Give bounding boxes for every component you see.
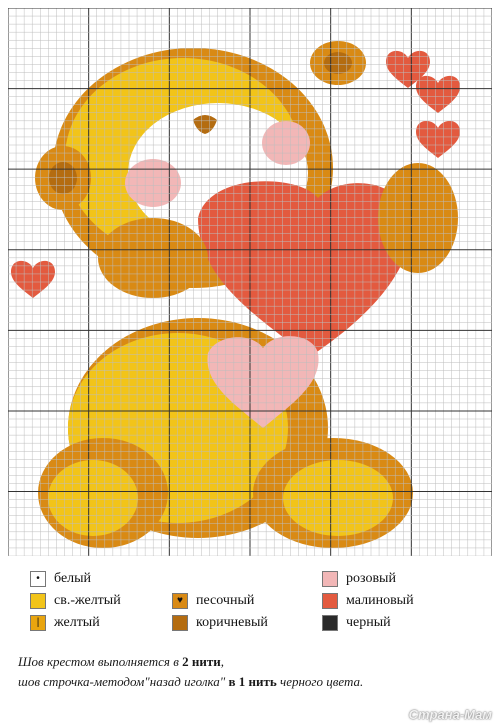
instruction-line-2: шов строчка-методом"назад иголка" в 1 ни… — [18, 674, 364, 689]
right-arm — [378, 163, 458, 273]
swatch-pink-icon — [322, 571, 338, 587]
bear-nose — [193, 115, 217, 134]
legend-label: св.-желтый — [54, 593, 121, 608]
small-heart-1 — [386, 50, 430, 88]
legend-item-pink: розовый — [322, 568, 396, 590]
legend-label: малиновый — [346, 593, 414, 608]
legend-item-white: • белый — [30, 568, 91, 590]
legend-item-brown: коричневый — [172, 612, 268, 634]
watermark: Страна-Мам — [408, 707, 492, 722]
color-legend: • белый св.-желтый | желтый ♥ песочный к… — [30, 568, 470, 648]
right-foot-pad — [283, 460, 393, 536]
swatch-sand-icon: ♥ — [172, 593, 188, 609]
legend-label: розовый — [346, 571, 396, 586]
left-ear-inner — [49, 162, 77, 194]
legend-item-yellow: | желтый — [30, 612, 100, 634]
grid-lines — [8, 8, 492, 556]
legend-label: коричневый — [196, 615, 268, 630]
right-cheek — [262, 121, 310, 165]
small-heart-3 — [416, 120, 460, 158]
swatch-yellow-icon: | — [30, 615, 46, 631]
swatch-brown-icon — [172, 615, 188, 631]
left-foot-pad — [48, 460, 138, 536]
right-ear-inner — [324, 52, 352, 74]
legend-item-light-yellow: св.-желтый — [30, 590, 121, 612]
legend-label: белый — [54, 571, 92, 586]
instruction-line-1: Шов крестом выполняется в 2 нити, — [18, 654, 224, 669]
legend-label: песочный — [196, 593, 255, 608]
cross-stitch-chart — [8, 8, 492, 556]
legend-item-raspberry: малиновый — [322, 590, 414, 612]
small-heart-2 — [416, 75, 460, 113]
legend-item-black: черный — [322, 612, 391, 634]
swatch-white-icon: • — [30, 571, 46, 587]
legend-item-sand: ♥ песочный — [172, 590, 254, 612]
swatch-raspberry-icon — [322, 593, 338, 609]
swatch-light-yellow-icon — [30, 593, 46, 609]
stitch-instructions: Шов крестом выполняется в 2 нити, шов ст… — [18, 652, 488, 692]
swatch-black-icon — [322, 615, 338, 631]
legend-label: черный — [346, 615, 391, 630]
small-heart-4 — [11, 260, 55, 298]
belly-heart — [207, 336, 319, 428]
legend-label: желтый — [54, 615, 100, 630]
